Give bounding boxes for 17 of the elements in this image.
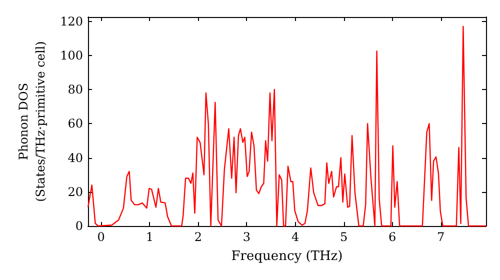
y-tick-label: 0 <box>75 219 83 233</box>
y-tick-label: 80 <box>68 82 83 97</box>
x-tick-label: 2 <box>194 230 202 244</box>
x-tick-label: 1 <box>146 230 154 244</box>
x-tick-label: 4 <box>291 230 300 244</box>
x-tick-label: 5 <box>340 230 348 244</box>
y-tick-label: 100 <box>60 48 83 62</box>
x-axis-title: Frequency (THz) <box>231 249 343 264</box>
y-axis-title: Phonon DOS (States/THz·primitive cell) <box>16 41 48 202</box>
y-tick-label: 40 <box>68 150 83 165</box>
y-tick-label: 120 <box>60 14 83 28</box>
x-tick-label: 6 <box>388 230 396 244</box>
y-tick-label: 20 <box>68 184 83 199</box>
y-tick-label: 60 <box>68 116 83 131</box>
x-tick-label: 7 <box>437 230 445 244</box>
x-tick-label: 3 <box>242 230 251 244</box>
x-tick-label: 0 <box>97 230 105 244</box>
